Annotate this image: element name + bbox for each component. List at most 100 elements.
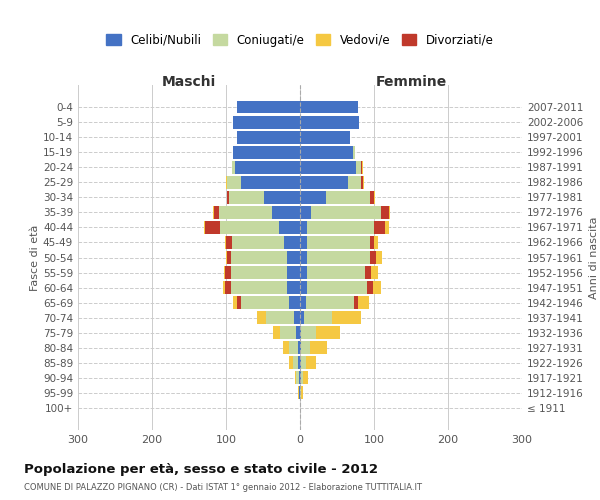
Bar	[293, 356, 298, 369]
Bar	[374, 236, 378, 249]
Bar	[299, 372, 300, 384]
Bar	[365, 266, 371, 279]
Bar	[300, 236, 307, 249]
Bar	[304, 312, 332, 324]
Bar	[287, 266, 300, 279]
Bar	[289, 296, 300, 309]
Bar	[370, 251, 376, 264]
Bar	[307, 221, 374, 234]
Bar	[218, 206, 272, 219]
Bar	[226, 176, 227, 188]
Bar	[257, 312, 266, 324]
Bar	[385, 221, 389, 234]
Bar	[214, 206, 218, 219]
Bar	[296, 372, 299, 384]
Bar	[300, 146, 353, 158]
Bar	[272, 206, 300, 219]
Bar	[316, 326, 340, 339]
Bar	[204, 221, 205, 234]
Bar	[300, 131, 350, 143]
Bar	[301, 372, 303, 384]
Bar	[300, 191, 326, 203]
Bar	[265, 191, 300, 203]
Bar	[361, 161, 362, 173]
Bar	[362, 161, 363, 173]
Bar	[300, 372, 301, 384]
Bar	[300, 221, 307, 234]
Bar	[300, 342, 301, 354]
Bar	[226, 251, 227, 264]
Bar	[237, 131, 300, 143]
Bar	[224, 236, 226, 249]
Bar	[231, 281, 287, 294]
Bar	[374, 191, 376, 203]
Bar	[301, 386, 303, 400]
Bar	[326, 191, 370, 203]
Bar	[303, 372, 308, 384]
Bar	[300, 281, 307, 294]
Bar	[348, 176, 361, 188]
Bar	[298, 386, 299, 400]
Bar	[306, 356, 316, 369]
Bar	[355, 161, 361, 173]
Bar	[354, 296, 358, 309]
Bar	[227, 191, 229, 203]
Bar	[284, 236, 300, 249]
Bar	[363, 176, 364, 188]
Bar	[300, 386, 301, 400]
Text: COMUNE DI PALAZZO PIGNANO (CR) - Dati ISTAT 1° gennaio 2012 - Elaborazione TUTTI: COMUNE DI PALAZZO PIGNANO (CR) - Dati IS…	[24, 482, 422, 492]
Bar	[279, 221, 300, 234]
Bar	[300, 326, 301, 339]
Bar	[300, 356, 301, 369]
Bar	[298, 342, 300, 354]
Bar	[227, 251, 231, 264]
Bar	[353, 146, 355, 158]
Bar	[266, 312, 294, 324]
Bar	[241, 176, 300, 188]
Bar	[370, 236, 374, 249]
Bar	[376, 251, 382, 264]
Bar	[231, 251, 287, 264]
Bar	[232, 161, 235, 173]
Bar	[289, 342, 298, 354]
Bar	[280, 326, 296, 339]
Bar	[373, 281, 382, 294]
Bar	[233, 116, 300, 128]
Bar	[229, 191, 265, 203]
Bar	[389, 206, 390, 219]
Bar	[232, 236, 284, 249]
Bar	[371, 266, 379, 279]
Bar	[296, 326, 300, 339]
Bar	[307, 281, 367, 294]
Bar	[300, 312, 304, 324]
Bar	[300, 206, 311, 219]
Bar	[311, 206, 382, 219]
Bar	[231, 266, 287, 279]
Bar	[295, 372, 296, 384]
Bar	[224, 266, 225, 279]
Bar	[237, 296, 241, 309]
Bar	[358, 296, 369, 309]
Bar	[299, 386, 300, 400]
Bar	[301, 356, 306, 369]
Bar	[233, 296, 237, 309]
Bar	[205, 221, 220, 234]
Legend: Celibi/Nubili, Coniugati/e, Vedovi/e, Divorziati/e: Celibi/Nubili, Coniugati/e, Vedovi/e, Di…	[101, 29, 499, 51]
Bar	[283, 342, 289, 354]
Bar	[241, 296, 289, 309]
Bar	[301, 326, 316, 339]
Bar	[298, 356, 300, 369]
Bar	[233, 146, 300, 158]
Bar	[300, 251, 307, 264]
Bar	[300, 116, 359, 128]
Bar	[300, 176, 348, 188]
Bar	[300, 161, 355, 173]
Bar	[367, 281, 373, 294]
Bar	[306, 296, 354, 309]
Bar	[300, 266, 307, 279]
Bar	[237, 100, 300, 114]
Bar	[374, 221, 385, 234]
Text: Maschi: Maschi	[162, 75, 216, 89]
Bar	[225, 281, 231, 294]
Bar	[226, 236, 232, 249]
